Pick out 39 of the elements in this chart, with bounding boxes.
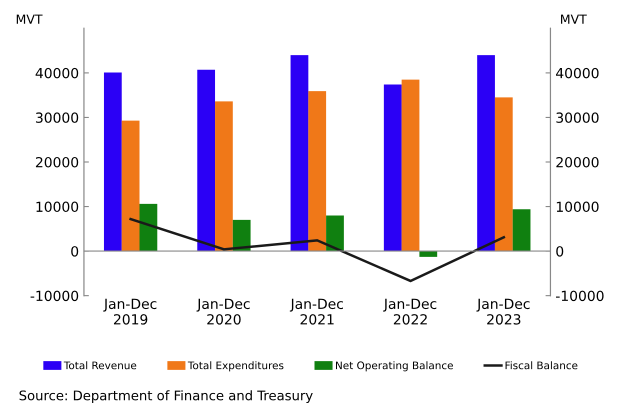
x-tick-label: Jan-Dec 2021 [290, 298, 344, 325]
source-note: Source: Department of Finance and Treasury [20, 390, 313, 403]
bar [197, 70, 216, 252]
x-tick-label: Jan-Dec 2022 [383, 298, 436, 325]
y2-tick-label: 10000 [556, 202, 599, 212]
bar [215, 101, 233, 252]
y-tick-label: 20000 [36, 156, 78, 168]
x-tick-label: Jan-Dec 2020 [196, 298, 250, 325]
y2-tick-label: -10000 [556, 290, 604, 302]
y-tick-label: 40000 [36, 68, 78, 78]
bar [512, 209, 530, 252]
x-tick-label: Jan-Dec 2019 [103, 298, 156, 325]
y-tick-label: 0 [71, 246, 78, 257]
y-axis-title: MVT [16, 14, 43, 24]
bar [384, 84, 402, 252]
y2-tick-label: 0 [556, 246, 564, 257]
bar [308, 91, 326, 252]
y-tick-label: -10000 [30, 290, 78, 302]
bar [402, 80, 420, 252]
bar [419, 251, 438, 257]
bar [494, 97, 513, 252]
bar [140, 204, 158, 252]
bar [326, 215, 344, 252]
legend-label: Net Operating Balance [336, 361, 453, 372]
line-series [129, 218, 506, 282]
bar [290, 55, 308, 252]
y2-tick-label: 40000 [556, 68, 599, 78]
legend-label: Fiscal Balance [506, 361, 578, 370]
bar [122, 120, 140, 252]
y2-axis-title: MVT [561, 14, 587, 24]
bar [477, 55, 495, 252]
legend-label: Total Revenue [64, 361, 136, 370]
y2-tick-label: 30000 [556, 112, 599, 123]
legend-label: Total Expenditures [188, 361, 284, 372]
y2-tick-label: 20000 [556, 156, 599, 168]
x-tick-label: Jan-Dec 2023 [476, 298, 530, 325]
y-tick-label: 30000 [36, 112, 78, 123]
bar [104, 72, 122, 252]
y-tick-label: 10000 [36, 202, 78, 212]
